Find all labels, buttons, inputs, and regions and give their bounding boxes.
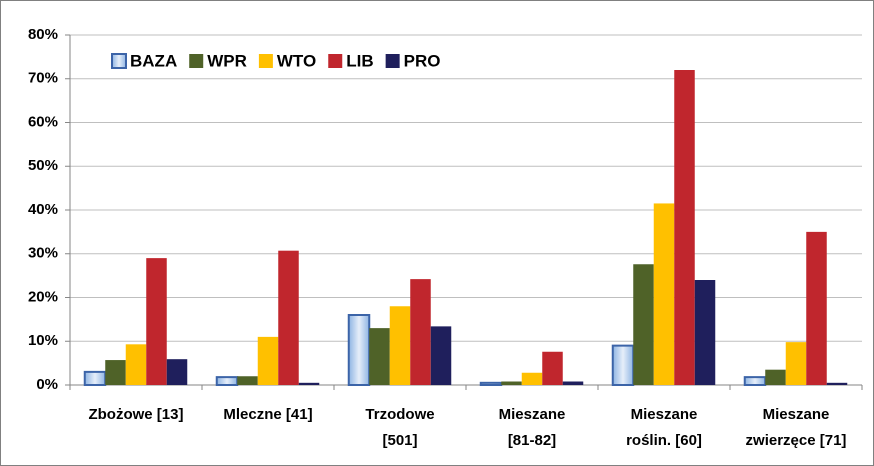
bar — [785, 342, 807, 385]
y-tick-label: 0% — [36, 376, 58, 393]
bar — [430, 326, 452, 385]
bar — [826, 382, 848, 385]
y-tick-label: 60% — [28, 113, 58, 130]
legend-label: BAZA — [130, 51, 177, 70]
bar — [257, 336, 279, 385]
bar — [521, 372, 543, 385]
legend-swatch — [328, 54, 343, 68]
y-tick-label: 30% — [28, 245, 58, 262]
bar — [298, 382, 320, 385]
legend-swatch — [111, 53, 127, 69]
y-tick-label: 40% — [28, 201, 58, 218]
y-tick-label: 70% — [28, 70, 58, 87]
y-tick-label: 10% — [28, 332, 58, 349]
bar — [765, 369, 786, 385]
bar — [347, 314, 371, 386]
legend-label: PRO — [404, 51, 441, 70]
bar — [653, 203, 675, 385]
bar — [674, 70, 695, 385]
bar — [694, 280, 716, 385]
bar — [237, 376, 258, 385]
legend-swatch — [189, 54, 204, 68]
bar — [410, 279, 431, 385]
x-tick-label: Mieszane [81-82] — [498, 406, 566, 449]
x-tick-label: Trzodowe [501] — [365, 406, 435, 449]
bar — [125, 344, 147, 385]
y-tick-label: 80% — [28, 26, 58, 43]
bar — [806, 231, 827, 385]
bar — [501, 381, 522, 385]
bar — [146, 258, 167, 385]
bar — [743, 376, 767, 386]
bar — [166, 359, 188, 385]
bar — [389, 306, 411, 385]
bar — [105, 360, 126, 385]
bar — [562, 381, 584, 385]
x-tick-label: Zbożowe [13] — [88, 406, 184, 423]
bar — [633, 264, 654, 385]
legend-swatch — [258, 54, 273, 68]
legend-label: WPR — [207, 51, 247, 70]
y-tick-label: 50% — [28, 157, 58, 174]
bar — [83, 370, 107, 386]
x-tick-label: Mleczne [41] — [223, 406, 313, 423]
bar — [479, 381, 503, 386]
bar — [542, 351, 563, 385]
bar — [278, 250, 299, 385]
y-tick-label: 20% — [28, 288, 58, 305]
bar — [369, 328, 390, 385]
legend-swatch — [385, 54, 400, 68]
legend-label: WTO — [277, 51, 316, 70]
legend-label: LIB — [346, 51, 373, 70]
x-tick-label: Mieszane zwierzęce [71] — [745, 406, 847, 449]
bar — [215, 376, 239, 386]
x-tick-label: Mieszane roślin. [60] — [626, 406, 702, 449]
bar — [611, 344, 635, 386]
